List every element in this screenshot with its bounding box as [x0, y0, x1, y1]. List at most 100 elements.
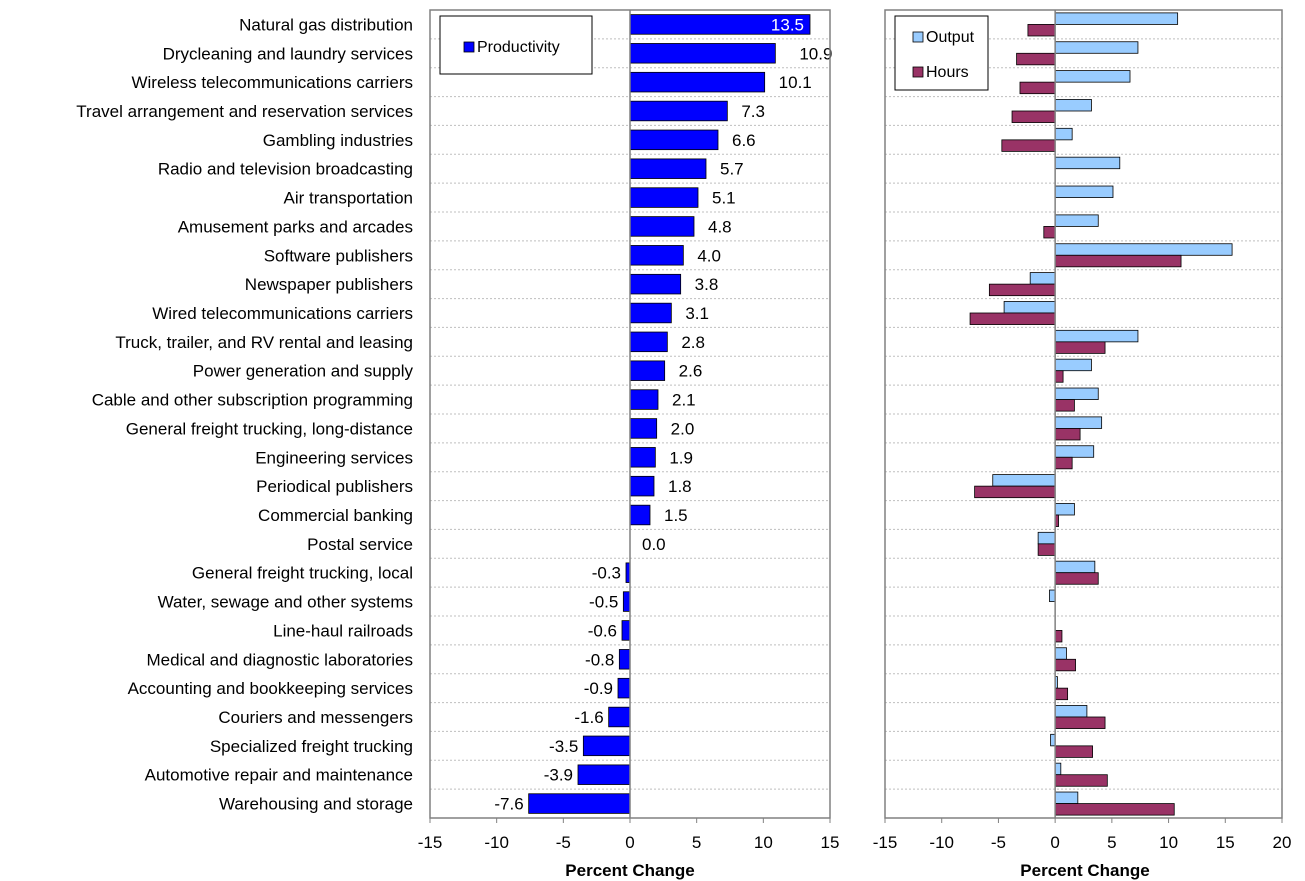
productivity-data-label: -0.9	[584, 679, 613, 698]
hours-bar	[1054, 687, 1069, 701]
output-bar	[1054, 416, 1103, 429]
productivity-bar	[608, 706, 631, 728]
category-label: Water, sewage and other systems	[158, 593, 413, 612]
category-label: Truck, trailer, and RV rental and leasin…	[115, 333, 413, 352]
productivity-bar	[617, 677, 631, 699]
productivity-bar	[629, 331, 668, 353]
productivity-data-label: 10.9	[799, 44, 832, 63]
productivity-data-label: -1.6	[574, 708, 603, 727]
category-label: Drycleaning and laundry services	[163, 44, 413, 63]
category-label: Specialized freight trucking	[210, 737, 413, 756]
output-bar	[1054, 503, 1075, 516]
productivity-data-label: 2.8	[681, 333, 705, 352]
output-bar	[1054, 329, 1139, 343]
productivity-bar	[629, 43, 776, 64]
productivity-data-label: 2.1	[672, 391, 696, 410]
category-label: Line-haul railroads	[273, 621, 413, 640]
category-label: Travel arrangement and reservation servi…	[76, 102, 413, 121]
output-bar	[1054, 41, 1139, 54]
productivity-data-label: 3.8	[695, 275, 719, 294]
hours-bar	[1043, 226, 1056, 239]
productivity-bar	[621, 620, 631, 641]
productivity-bar	[629, 475, 655, 497]
output-bar	[1049, 589, 1056, 602]
productivity-data-label: 7.3	[741, 102, 765, 121]
hours-bar	[1054, 716, 1106, 729]
productivity-bar	[629, 158, 707, 179]
category-label: Software publishers	[264, 246, 413, 265]
productivity-data-label: -0.3	[592, 564, 621, 583]
category-label: Cable and other subscription programming	[92, 391, 413, 410]
category-label: Newspaper publishers	[245, 275, 413, 294]
output-bar	[1054, 12, 1179, 25]
hours-bar	[1016, 52, 1056, 66]
output-hours-axes: -15 -10 -5 0 5 10 15 20	[873, 9, 1292, 852]
x-tick-label: 10	[754, 833, 773, 852]
hours-bar	[1037, 543, 1056, 556]
productivity-legend-label: Productivity	[477, 39, 560, 56]
output-bar	[1003, 301, 1056, 314]
productivity-data-label: -0.6	[588, 621, 617, 640]
productivity-axes: -15 -10 -5 0 5 10 15	[418, 9, 840, 852]
x-tick-label: 0	[625, 833, 634, 852]
hours-bar	[974, 485, 1056, 499]
output-bar	[1054, 705, 1088, 718]
productivity-bar	[528, 793, 631, 814]
category-label: Postal service	[307, 535, 413, 554]
productivity-bar	[629, 100, 728, 122]
productivity-bar	[629, 418, 658, 439]
category-label: General freight trucking, long-distance	[126, 419, 413, 438]
hours-bar	[969, 312, 1056, 325]
productivity-bar	[629, 504, 651, 526]
output-bar	[1054, 214, 1099, 227]
hours-bar	[1054, 630, 1063, 643]
hours-bar	[1027, 24, 1056, 37]
output-hours-panel-gridlines	[885, 38, 1282, 790]
productivity-x-axis-title: Percent Change	[565, 861, 694, 880]
category-label: Gambling industries	[263, 131, 413, 150]
productivity-data-label: 4.8	[708, 217, 732, 236]
productivity-bar	[582, 735, 631, 757]
hours-legend-label: Hours	[926, 64, 969, 81]
productivity-data-label: 10.1	[779, 73, 812, 92]
x-tick-label: 20	[1273, 833, 1292, 852]
category-label: Medical and diagnostic laboratories	[147, 650, 414, 669]
x-tick-label: 15	[821, 833, 840, 852]
category-label: General freight trucking, local	[192, 564, 413, 583]
x-tick-label: -15	[418, 833, 443, 852]
x-tick-label: 5	[1107, 833, 1116, 852]
productivity-data-labels: 13.5 10.9 10.1 7.3 6.6 5.7 5.1 4.8 4.0 3.8 3.1 2.8 2…	[494, 15, 832, 813]
productivity-data-label: 5.7	[720, 160, 744, 179]
output-bar	[1054, 762, 1062, 776]
productivity-bar	[629, 216, 695, 237]
productivity-bar	[629, 302, 672, 324]
hours-bar	[1011, 110, 1056, 123]
output-bar	[1054, 358, 1092, 372]
hours-bar	[1054, 456, 1073, 470]
productivity-data-label: 1.8	[668, 477, 692, 496]
x-tick-label: -10	[484, 833, 509, 852]
x-tick-label: -5	[991, 833, 1006, 852]
output-bar	[1054, 791, 1079, 804]
category-label: Automotive repair and maintenance	[145, 766, 413, 785]
productivity-bar	[629, 447, 656, 468]
output-bar	[1054, 127, 1073, 141]
output-hours-bars	[969, 12, 1233, 816]
output-bar	[1054, 99, 1092, 112]
output-bar	[1037, 531, 1056, 545]
hours-bar	[1054, 745, 1093, 758]
output-bar	[992, 474, 1056, 487]
output-legend-label: Output	[926, 29, 975, 46]
productivity-data-label: 2.6	[679, 362, 703, 381]
productivity-bar	[577, 764, 631, 785]
productivity-bar	[629, 245, 684, 266]
output-legend-swatch	[912, 31, 924, 43]
category-label: Power generation and supply	[193, 362, 414, 381]
category-label: Air transportation	[284, 189, 413, 208]
category-label: Radio and television broadcasting	[158, 160, 413, 179]
output-bar	[1054, 70, 1131, 83]
hours-bar	[1054, 254, 1182, 268]
productivity-bar	[629, 360, 666, 381]
hours-bar	[1054, 341, 1106, 354]
